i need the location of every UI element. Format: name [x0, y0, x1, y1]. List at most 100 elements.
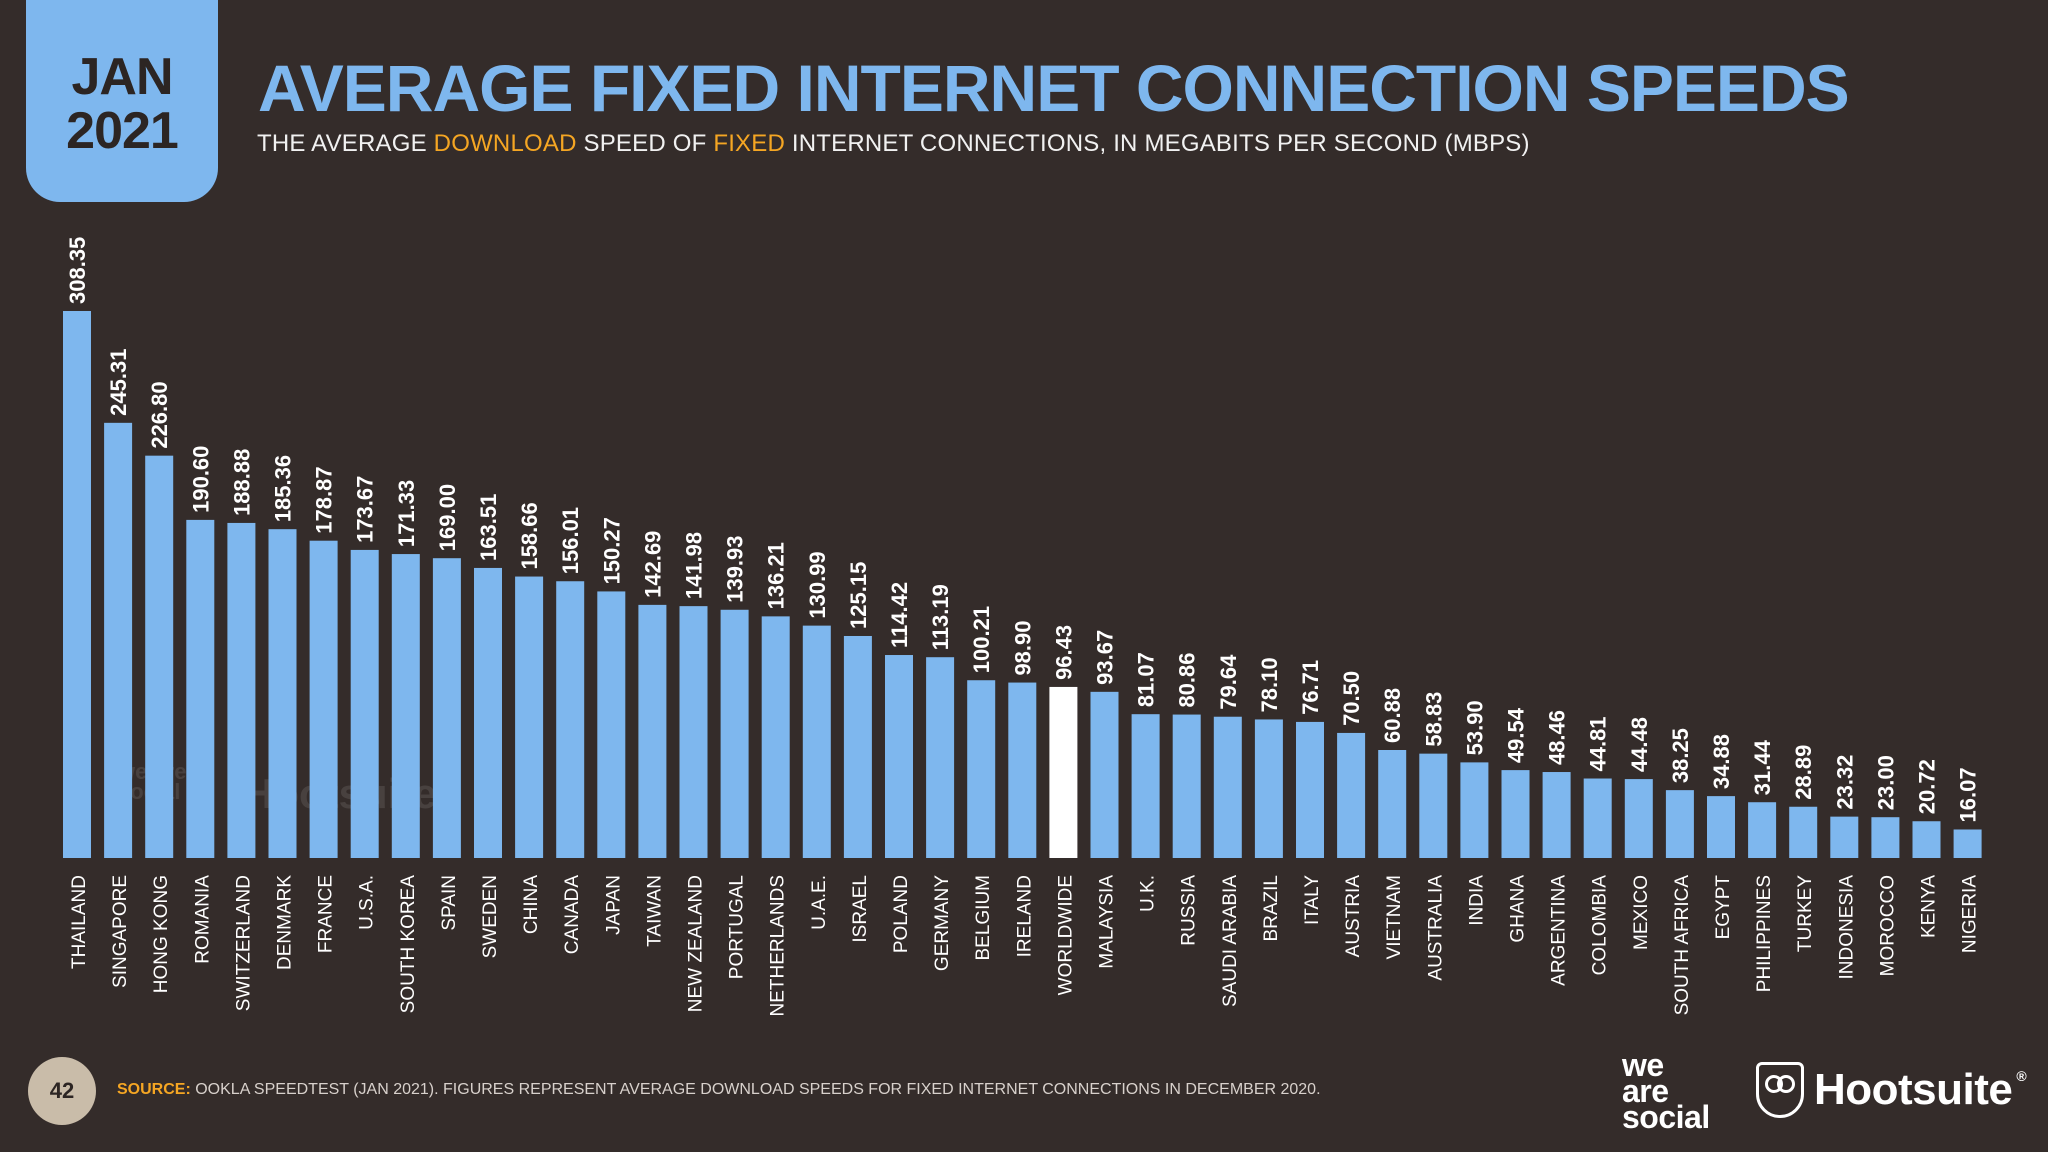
bar-value-label: 23.32 — [1832, 755, 1857, 810]
bar-value-label: 156.01 — [558, 507, 583, 574]
bar-russia — [1172, 714, 1201, 858]
bar-saudi-arabia — [1213, 716, 1242, 858]
category-label: NETHERLANDS — [768, 875, 789, 1016]
category-label: EGYPT — [1713, 875, 1734, 940]
bar-new-zealand — [679, 606, 708, 858]
hootsuite-logo: Hootsuite ® — [1756, 1058, 2027, 1122]
bar-value-label: 114.42 — [887, 582, 912, 648]
category-label: POLAND — [891, 875, 912, 953]
bar-value-label: 60.88 — [1380, 688, 1405, 743]
bar-china — [515, 576, 544, 858]
bar-value-label: 308.35 — [65, 237, 90, 304]
bar-value-label: 98.90 — [1010, 620, 1035, 675]
subtitle-part: THE AVERAGE — [257, 130, 434, 157]
bar-india — [1460, 762, 1489, 858]
category-label: U.K. — [1138, 875, 1159, 912]
category-label: GERMANY — [932, 875, 953, 971]
category-label: INDIA — [1466, 875, 1487, 926]
subtitle-part: SPEED OF — [576, 130, 714, 157]
category-label: MALAYSIA — [1097, 875, 1118, 969]
page-title: AVERAGE FIXED INTERNET CONNECTION SPEEDS — [258, 51, 1850, 125]
bar-colombia — [1583, 778, 1612, 858]
bar-australia — [1419, 753, 1448, 858]
category-label: NIGERIA — [1960, 875, 1981, 953]
page-subtitle: THE AVERAGE DOWNLOAD SPEED OF FIXED INTE… — [257, 130, 1530, 158]
registered-mark: ® — [2016, 1068, 2027, 1084]
badge-year: 2021 — [66, 102, 179, 160]
bar-denmark — [268, 529, 297, 858]
bar-value-label: 70.50 — [1339, 671, 1364, 726]
bar-value-label: 78.10 — [1257, 657, 1282, 712]
bar-switzerland — [227, 522, 256, 858]
bar-value-label: 185.36 — [271, 455, 296, 522]
source-note: SOURCE: OOKLA SPEEDTEST (JAN 2021). FIGU… — [117, 1081, 1321, 1099]
bar-value-label: 48.46 — [1545, 710, 1570, 765]
bar-israel — [843, 635, 872, 858]
category-label: INDONESIA — [1836, 875, 1857, 980]
bar-south-africa — [1665, 790, 1694, 858]
bar-netherlands — [761, 616, 790, 858]
category-label: COLOMBIA — [1590, 875, 1611, 976]
badge-month: JAN — [71, 48, 173, 106]
bar-value-label: 34.88 — [1709, 734, 1734, 789]
subtitle-part: INTERNET CONNECTIONS, IN MEGABITS PER SE… — [785, 130, 1530, 157]
bar-value-label: 169.00 — [435, 484, 460, 551]
bar-value-label: 16.07 — [1956, 767, 1981, 822]
bar-value-label: 130.99 — [805, 551, 830, 618]
bar-ghana — [1501, 770, 1530, 858]
category-label: THAILAND — [69, 875, 90, 969]
bar-value-label: 100.21 — [969, 606, 994, 673]
category-label: WORLDWIDE — [1055, 875, 1076, 995]
bar-value-label: 96.43 — [1051, 625, 1076, 680]
source-label: SOURCE: — [117, 1081, 191, 1098]
category-label: U.S.A. — [357, 875, 378, 930]
bar-romania — [186, 519, 215, 858]
category-label: BRAZIL — [1261, 875, 1282, 942]
category-label: SWITZERLAND — [233, 875, 254, 1011]
bar-turkey — [1789, 806, 1818, 858]
category-label: CHINA — [521, 875, 542, 934]
bar-value-label: 31.44 — [1750, 739, 1775, 795]
category-label: SPAIN — [439, 875, 460, 931]
category-label: MOROCCO — [1877, 875, 1898, 976]
category-label: MEXICO — [1631, 875, 1652, 950]
bar-spain — [432, 558, 461, 858]
bar-value-label: 81.07 — [1134, 652, 1159, 707]
bar-value-label: 80.86 — [1175, 652, 1200, 707]
category-label: GHANA — [1508, 875, 1529, 943]
category-label: DENMARK — [275, 875, 296, 970]
bar-brazil — [1254, 719, 1283, 858]
bar-value-label: 158.66 — [517, 502, 542, 569]
bar-singapore — [104, 422, 133, 858]
category-label: KENYA — [1919, 875, 1940, 938]
bar-egypt — [1707, 796, 1735, 858]
bar-value-label: 113.19 — [928, 584, 953, 650]
bar-south-korea — [391, 554, 420, 858]
bar-nigeria — [1953, 829, 1982, 858]
bar-malaysia — [1090, 691, 1119, 858]
bar-value-label: 49.54 — [1504, 707, 1529, 763]
owl-icon — [1756, 1062, 1804, 1118]
category-label: SAUDI ARABIA — [1220, 875, 1241, 1007]
logo-word: social — [1622, 1099, 1710, 1135]
bar-taiwan — [638, 604, 667, 858]
bar-value-label: 226.80 — [147, 381, 172, 448]
category-label: JAPAN — [603, 875, 624, 935]
bar-u-k — [1131, 714, 1160, 858]
bar-value-label: 44.81 — [1586, 716, 1611, 771]
category-label: ITALY — [1302, 875, 1323, 925]
category-label: ISRAEL — [850, 875, 871, 943]
date-badge: JAN 2021 — [26, 0, 218, 202]
subtitle-highlight-fixed: FIXED — [713, 130, 786, 157]
bar-italy — [1296, 721, 1324, 858]
bar-belgium — [967, 680, 996, 858]
bar-u-s-a — [350, 549, 379, 858]
category-label: NEW ZEALAND — [686, 875, 707, 1012]
bar-value-label: 245.31 — [106, 349, 131, 416]
bar-value-label: 53.90 — [1462, 700, 1487, 755]
bar-portugal — [720, 609, 749, 858]
category-label: SINGAPORE — [110, 875, 131, 988]
bar-value-label: 190.60 — [188, 446, 213, 513]
bar-value-label: 44.48 — [1627, 717, 1652, 772]
